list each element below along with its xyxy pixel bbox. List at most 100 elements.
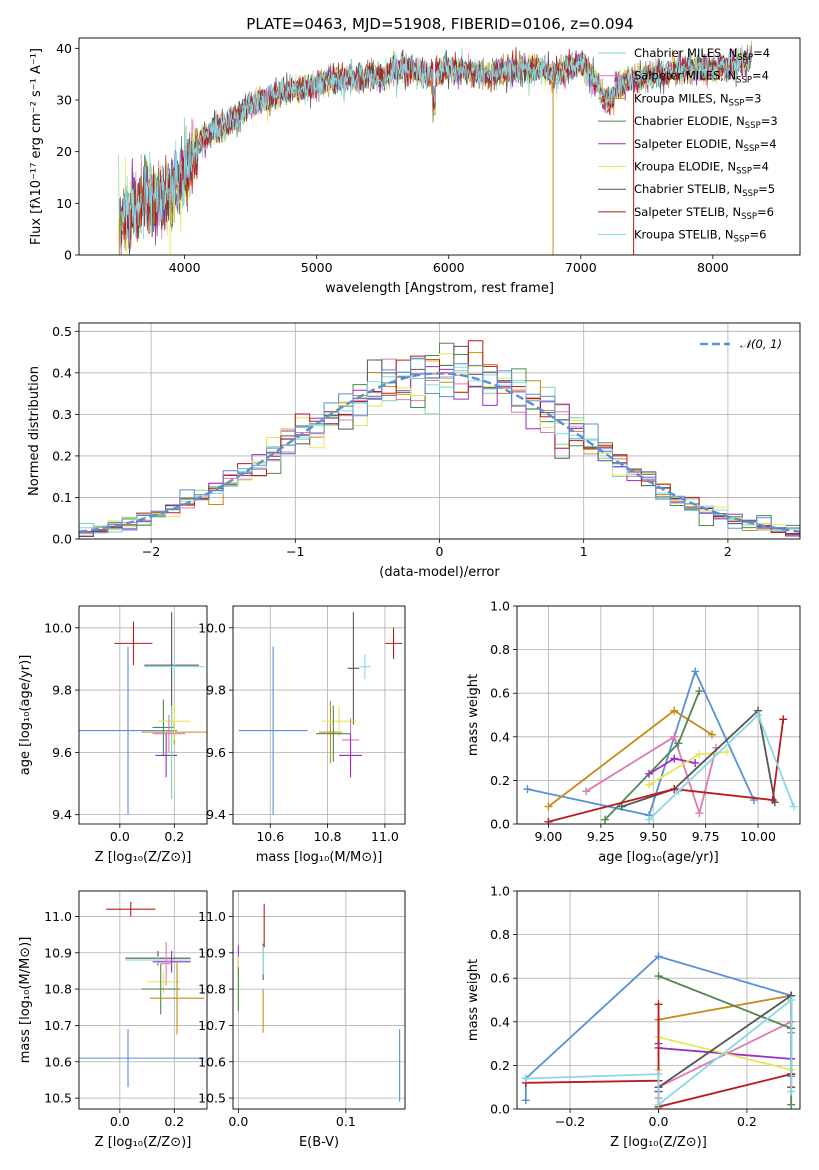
- plot-area: [237, 903, 401, 1102]
- y-tick-label: 10.0: [198, 620, 226, 635]
- x-axis-label: age [log₁₀(age/yr)]: [598, 850, 719, 865]
- histogram-series-9: [79, 357, 800, 534]
- x-tick-label: 0: [436, 544, 444, 559]
- legend-label: Salpeter ELODIE, N: [634, 137, 744, 151]
- errorbar-point-9: [166, 705, 178, 800]
- errorbar-point-7: [149, 961, 205, 1035]
- y-tick-label: 40: [56, 41, 72, 56]
- x-axis-label: Z [log₁₀(Z/Z⊙)]: [610, 1135, 707, 1150]
- legend-label: 𝒩(0, 1): [740, 337, 782, 351]
- mw-line: [658, 975, 793, 1105]
- y-tick-label: 0.8: [490, 642, 510, 657]
- mw-marker: [787, 996, 796, 1004]
- y-tick-label: 10.6: [44, 1054, 72, 1069]
- x-tick-label: 7000: [565, 260, 597, 275]
- legend-tail: =4: [752, 69, 769, 83]
- errorbar-point-6: [316, 705, 351, 762]
- x-tick-label: 0.2: [164, 829, 184, 844]
- y-tick-label: 10.9: [44, 945, 72, 960]
- legend-label: Kroupa STELIB, N: [634, 228, 734, 242]
- legend-sub: SSP: [742, 189, 758, 199]
- mw-marker: [654, 1000, 663, 1009]
- errorbar-point-7: [152, 715, 186, 753]
- mw-marker: [617, 802, 626, 811]
- legend-tail: =4: [752, 160, 769, 174]
- mw-marker: [695, 809, 704, 818]
- y-tick-label: 9.4: [206, 807, 226, 822]
- errorbar-point-2: [144, 654, 205, 680]
- mw-marker: [654, 1100, 663, 1109]
- mw-marker: [674, 787, 683, 796]
- x-tick-label: 2: [724, 544, 732, 559]
- x-tick-label: 0.0: [110, 829, 130, 844]
- mw-series-3: [601, 687, 704, 824]
- chart-mass_Z: 0.0 0.2 10.5 10.6 10.7 10.8 10.9 11.0 Z [log₁₀(Z…: [18, 890, 208, 1150]
- legend-entry: Salpeter STELIB, NSSP=6: [634, 205, 774, 222]
- legend-sub: SSP: [744, 144, 760, 154]
- mw-marker: [789, 802, 798, 811]
- errorbar-point-3: [238, 646, 308, 815]
- legend-entry: Kroupa ELODIE, NSSP=4: [634, 160, 769, 177]
- y-tick-label: 9.6: [52, 745, 72, 760]
- x-tick-label: 0.2: [164, 1114, 184, 1129]
- chart-age_mass: 10.6 10.8 11.0 9.4 9.6 9.8 10.0 mass [log₁₀(M/M…: [198, 605, 406, 865]
- y-tick-label: 10.7: [198, 1018, 226, 1033]
- normal-curve: [79, 372, 800, 533]
- x-axis-label: Z [log₁₀(Z/Z⊙)]: [95, 850, 192, 865]
- mw-marker: [521, 1074, 530, 1083]
- legend-entry: Kroupa MILES, NSSP=3: [634, 91, 761, 108]
- mw-line: [657, 1020, 793, 1099]
- y-tick-label: 11.0: [44, 909, 72, 924]
- legend-sub: SSP: [737, 53, 753, 63]
- axes-frame: [516, 890, 801, 1110]
- plot-area: [118, 40, 753, 255]
- errorbar-point-1: [347, 612, 360, 725]
- y-tick-label: 0.8: [490, 927, 510, 942]
- y-tick-label: 9.8: [52, 683, 72, 698]
- errorbar-point-2: [359, 654, 371, 680]
- legend-sub: SSP: [736, 167, 752, 177]
- y-tick-label: 10.8: [198, 982, 226, 997]
- legend-sub: SSP: [734, 235, 750, 245]
- y-tick-label: 0.5: [52, 324, 72, 339]
- spectrum-series-8: [121, 44, 751, 242]
- y-tick-label: 0.4: [490, 729, 510, 744]
- x-tick-label: 5000: [301, 260, 333, 275]
- mw-series-8: [521, 996, 796, 1109]
- errorbar-point-6: [141, 963, 180, 1015]
- legend-tail: =3: [744, 91, 761, 105]
- errorbar-point-1: [144, 612, 199, 719]
- y-tick-label: 0.2: [490, 1058, 510, 1073]
- x-axis-label: mass [log₁₀(M/M⊙)]: [256, 850, 383, 865]
- x-tick-label: 9.25: [587, 829, 615, 844]
- mw-marker: [707, 730, 716, 739]
- axes-frame: [78, 322, 801, 540]
- axes-frame: [78, 605, 208, 825]
- mw-marker: [601, 815, 610, 824]
- mw-marker: [787, 1087, 796, 1096]
- x-axis-label: E(B-V): [299, 1135, 339, 1150]
- mw-line: [548, 719, 785, 823]
- legend-entry: Salpeter MILES, NSSP=4: [634, 69, 769, 86]
- y-tick-label: 1.0: [490, 884, 510, 899]
- errorbar-point-8: [155, 733, 178, 778]
- mw-marker: [691, 758, 700, 767]
- y-tick-label: 0.0: [490, 817, 510, 832]
- y-tick-label: 1.0: [490, 599, 510, 614]
- legend-entry: Kroupa STELIB, NSSP=6: [634, 228, 766, 245]
- legend-entry: Chabrier MILES, NSSP=4: [634, 46, 770, 63]
- mw-marker: [582, 787, 591, 796]
- x-tick-label: 1: [580, 544, 588, 559]
- plot-area: [521, 952, 796, 1109]
- y-tick-label: 0.0: [490, 1102, 510, 1117]
- errorbar-point-8: [79, 1029, 205, 1088]
- x-tick-label: 0.1: [336, 1114, 356, 1129]
- legend-label: Salpeter MILES, N: [634, 69, 736, 83]
- mw-marker: [654, 972, 663, 981]
- mw-marker: [645, 780, 654, 789]
- plot-area: [79, 901, 205, 1088]
- errorbar-point-0: [114, 621, 153, 666]
- legend-sub: SSP: [736, 76, 752, 86]
- mw-marker: [645, 769, 654, 778]
- errorbar-point-4: [319, 700, 342, 764]
